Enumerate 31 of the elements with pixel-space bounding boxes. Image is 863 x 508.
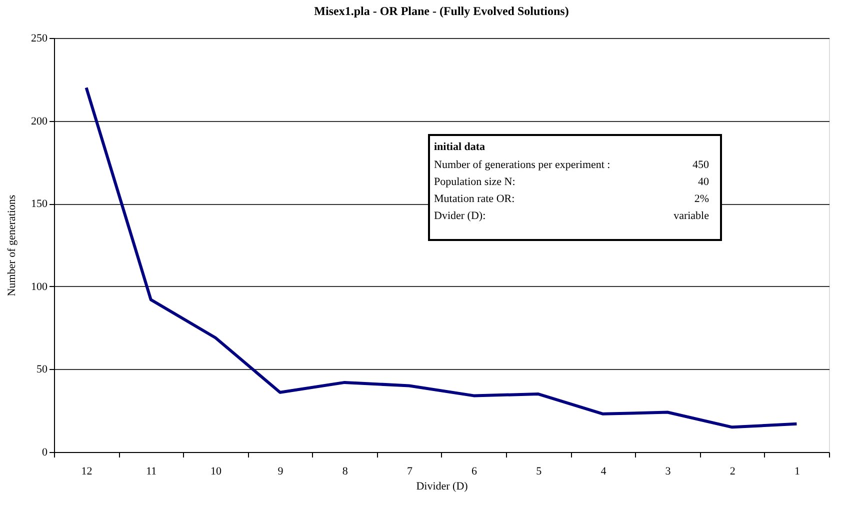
annotation: 2% [694, 193, 709, 205]
x-tick-label: 5 [536, 466, 542, 478]
annotation: Dvider (D): [434, 210, 486, 222]
annotation: Population size N: [434, 176, 516, 188]
y-tick-label: 200 [31, 115, 48, 128]
annotation: Mutation rate OR: [434, 193, 515, 205]
x-tick-label: 6 [472, 466, 478, 478]
y-tick-label: 150 [31, 198, 48, 210]
x-tick-label: 10 [210, 466, 222, 478]
x-tick-label: 1 [794, 466, 800, 478]
x-tick-label: 2 [730, 466, 736, 478]
y-tick-label: 0 [42, 446, 48, 458]
annotation: initial data [434, 141, 486, 153]
y-tick-label: 50 [36, 364, 48, 376]
line-series [84, 86, 798, 429]
annotation: variable [674, 210, 710, 222]
x-tick-label: 12 [81, 466, 92, 478]
y-tick-label: 100 [31, 280, 48, 293]
annotation: 450 [692, 159, 710, 171]
x-tick-label: 8 [342, 466, 348, 478]
x-tick-label: 11 [146, 466, 157, 478]
x-tick-label: 3 [665, 466, 672, 478]
x-axis-title: Divider (D) [416, 480, 468, 492]
annotation: Number of generations per experiment : [434, 159, 610, 171]
x-tick-label: 4 [600, 466, 607, 478]
annotation: 40 [698, 176, 710, 188]
y-tick-label: 250 [31, 32, 48, 44]
y-axis-title: Number of generations [6, 194, 18, 296]
x-tick-label: 9 [278, 466, 284, 478]
chart-title: Misex1.pla - OR Plane - (Fully Evolved Solutions) [314, 4, 569, 18]
x-tick-label: 7 [406, 466, 413, 478]
